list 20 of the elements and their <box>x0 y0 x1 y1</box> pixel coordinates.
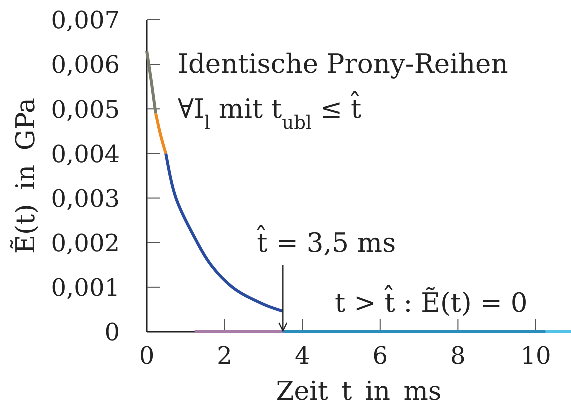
annotation: t > t̂ : Ẽ(t) = 0 <box>335 284 528 319</box>
y-tick-label: 0,003 <box>51 184 120 213</box>
y-axis-title: Ẽ(t) in GPa <box>9 98 42 254</box>
x-tick-label: 10 <box>520 342 552 370</box>
annotation: Identische Prony-Reihen <box>178 49 508 80</box>
x-axis-title: Zeit t in ms <box>276 377 442 406</box>
y-tick-label: 0,005 <box>51 96 120 124</box>
y-tick-label: 0,001 <box>51 274 120 302</box>
x-tick-label: 0 <box>139 342 155 370</box>
y-tick-label: 0,004 <box>51 140 120 168</box>
x-tick-label: 4 <box>294 342 310 370</box>
y-tick-label: 0,006 <box>51 51 120 80</box>
x-tick-label: 6 <box>372 342 388 370</box>
annotation: ∀I$_{l}$ mit t$_{ubl}$ ≤ t̂ <box>178 90 362 134</box>
y-tick-label: 0 <box>104 318 120 347</box>
x-tick-label: 8 <box>450 342 466 370</box>
y-tick-label: 0,002 <box>51 229 120 258</box>
annotation: t̂ = 3,5 ms <box>256 224 396 259</box>
x-tick-label: 2 <box>217 342 232 370</box>
y-tick-label: 0,007 <box>51 6 120 35</box>
